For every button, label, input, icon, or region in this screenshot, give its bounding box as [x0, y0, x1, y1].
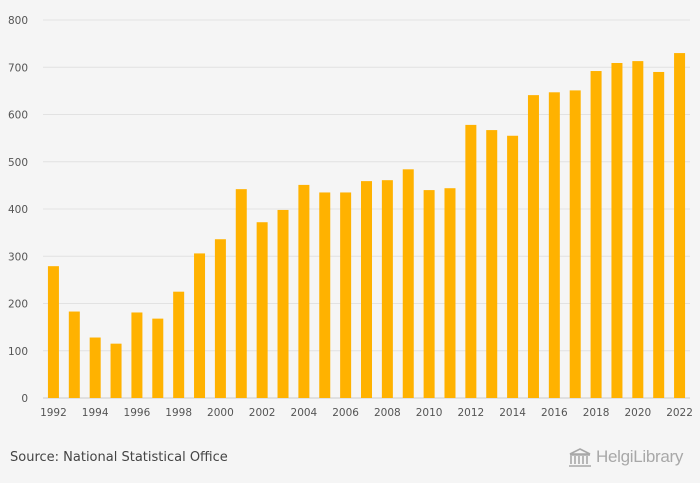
y-tick-label: 300: [8, 251, 28, 263]
bar-2000[interactable]: [214, 239, 226, 398]
bar-2005[interactable]: [319, 192, 331, 398]
y-tick-label: 400: [8, 204, 28, 216]
bar-2012[interactable]: [465, 124, 477, 399]
source-note: Source: National Statistical Office: [10, 450, 228, 465]
bar-2020[interactable]: [632, 61, 644, 399]
x-axis-tick-labels: 1992 1994 1996 1998 2000 2002 2004 2006 2008 2010…: [40, 407, 693, 419]
y-tick-label: 200: [8, 299, 28, 311]
x-tick-label: 2016: [541, 407, 568, 419]
x-tick-label: 2020: [624, 407, 651, 419]
bar-2011[interactable]: [444, 188, 456, 398]
x-tick-label: 1992: [40, 407, 67, 419]
x-tick-label: 2006: [332, 407, 359, 419]
bar-2010[interactable]: [423, 190, 435, 398]
logo-text: HelgiLibrary: [596, 447, 684, 466]
bar-1992[interactable]: [47, 266, 59, 398]
library-building-icon: [569, 448, 591, 467]
x-tick-label: 2022: [666, 407, 693, 419]
x-tick-label: 2018: [583, 407, 610, 419]
bar-2013[interactable]: [486, 130, 498, 398]
y-tick-label: 500: [8, 157, 28, 169]
bar-1995[interactable]: [110, 343, 122, 398]
y-tick-label: 700: [8, 62, 28, 74]
bar-1993[interactable]: [68, 311, 80, 398]
y-tick-label: 600: [8, 110, 28, 122]
bar-2014[interactable]: [507, 135, 519, 398]
bars: [47, 53, 686, 399]
helgi-library-logo[interactable]: HelgiLibrary: [568, 447, 683, 467]
bar-2007[interactable]: [361, 181, 372, 398]
bar-2001[interactable]: [235, 189, 247, 398]
bar-2002[interactable]: [256, 222, 268, 398]
bar-2003[interactable]: [277, 209, 289, 398]
x-tick-label: 2002: [249, 407, 276, 419]
y-axis-tick-labels: 0 100 200 300 400 500 600 700 800: [8, 15, 28, 405]
y-tick-label: 0: [21, 393, 28, 405]
bar-1994[interactable]: [89, 337, 101, 398]
bar-2006[interactable]: [340, 192, 352, 398]
bar-1998[interactable]: [173, 291, 185, 398]
bar-2017[interactable]: [569, 90, 581, 398]
bar-2021[interactable]: [653, 71, 665, 398]
y-tick-label: 800: [8, 15, 28, 27]
x-tick-label: 1998: [165, 407, 192, 419]
x-tick-label: 1994: [82, 407, 109, 419]
x-tick-label: 2004: [291, 407, 318, 419]
bar-1996[interactable]: [131, 312, 143, 398]
x-tick-label: 2014: [499, 407, 526, 419]
bar-1997[interactable]: [152, 318, 164, 398]
x-tick-label: 1996: [124, 407, 151, 419]
x-tick-label: 2010: [416, 407, 443, 419]
bar-2009[interactable]: [402, 169, 414, 398]
bar-2004[interactable]: [298, 184, 310, 398]
x-tick-label: 2008: [374, 407, 401, 419]
bar-2008[interactable]: [381, 180, 393, 398]
x-tick-label: 2000: [207, 407, 234, 419]
x-tick-label: 2012: [457, 407, 484, 419]
bar-1999[interactable]: [194, 253, 206, 398]
bar-2022[interactable]: [674, 53, 686, 398]
bar-2018[interactable]: [590, 71, 602, 398]
bar-2015[interactable]: [527, 95, 539, 398]
bar-2016[interactable]: [548, 92, 560, 398]
y-tick-label: 100: [8, 346, 28, 358]
bar-2019[interactable]: [611, 62, 623, 399]
